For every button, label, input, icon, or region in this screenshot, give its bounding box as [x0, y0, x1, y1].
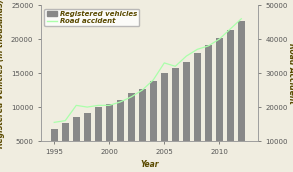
- Bar: [161, 73, 168, 172]
- Y-axis label: Registered Vehicles (in thousands): Registered Vehicles (in thousands): [0, 0, 5, 148]
- Bar: [183, 62, 190, 172]
- Bar: [62, 123, 69, 172]
- Bar: [139, 89, 146, 172]
- Y-axis label: Road Accident: Road Accident: [287, 43, 293, 104]
- Bar: [227, 30, 234, 172]
- Bar: [194, 53, 201, 172]
- Bar: [216, 38, 223, 172]
- Bar: [205, 45, 212, 172]
- Bar: [128, 94, 135, 172]
- Bar: [172, 68, 179, 172]
- Bar: [238, 21, 245, 172]
- Bar: [117, 100, 124, 172]
- Bar: [150, 80, 157, 172]
- X-axis label: Year: Year: [140, 160, 159, 169]
- Bar: [51, 130, 58, 172]
- Legend: Registered vehicles, Road accident: Registered vehicles, Road accident: [45, 9, 139, 26]
- Bar: [73, 117, 80, 172]
- Bar: [106, 104, 113, 172]
- Bar: [95, 107, 102, 172]
- Bar: [84, 112, 91, 172]
